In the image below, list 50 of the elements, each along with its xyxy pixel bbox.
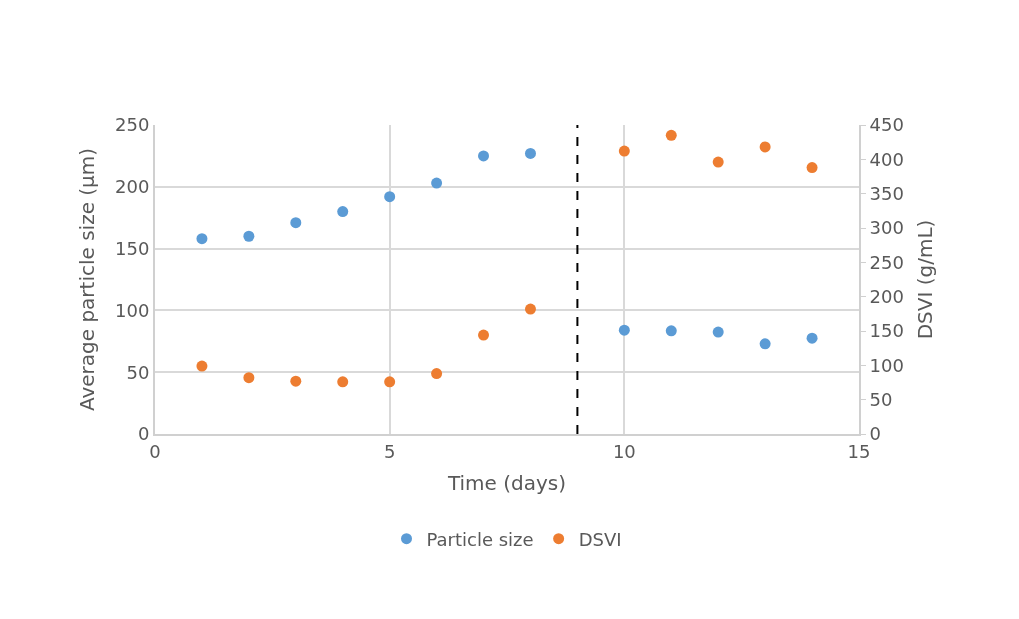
legend-label: Particle size [426,528,534,550]
point [337,206,349,218]
x-tick-label: 10 [612,440,636,462]
point [196,360,208,372]
y2-tick-label: 350 [869,182,904,204]
y2-tick-label: 0 [869,423,882,445]
y-tick-label: 200 [115,176,150,198]
point [665,325,677,337]
point [618,324,630,336]
point [712,156,724,168]
y2-tick-label: 200 [869,285,904,307]
point [665,129,677,141]
y2-tick-label: 150 [869,320,904,342]
y-tick-label: 0 [137,423,150,445]
point [384,191,396,203]
point [431,368,443,380]
y2-tick-label: 250 [869,251,904,273]
point [290,375,302,387]
point [478,150,490,162]
x-axis-title: Time (days) [446,470,567,495]
point [712,326,724,338]
point [806,332,818,344]
y2-tick-label: 100 [869,354,904,376]
point [524,147,536,159]
point [243,372,255,384]
y-tick-label: 150 [115,237,150,259]
x-tick-label: 5 [383,440,396,462]
point [243,230,255,242]
x-tick-label: 15 [847,440,871,462]
y2-tick-label: 300 [869,217,904,239]
point [524,303,536,315]
y2-tick-label: 400 [869,148,904,170]
point [196,233,208,245]
point [290,217,302,229]
point [337,376,349,388]
legend-label: DSVI [578,528,622,550]
y2-tick-label: 50 [869,388,893,410]
point [431,177,443,189]
y-tick-label: 250 [115,114,150,136]
y-tick-label: 100 [115,299,150,321]
point [618,145,630,157]
point [759,338,771,350]
y-axis-title: Average particle size (µm) [75,147,100,412]
point [384,376,396,388]
point [478,329,490,341]
y2-axis-title: DSVI (g/mL) [912,219,937,340]
y-tick-label: 50 [126,361,150,383]
point [806,162,818,174]
point [759,141,771,153]
y2-tick-label: 450 [869,114,904,136]
